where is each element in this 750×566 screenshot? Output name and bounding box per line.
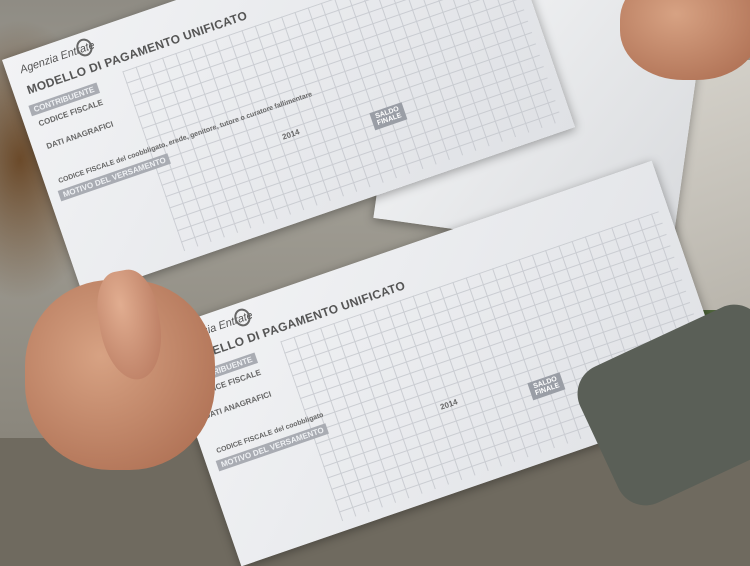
right-hand	[620, 0, 750, 80]
field-label: DATI ANAGRAFICI	[45, 119, 115, 151]
